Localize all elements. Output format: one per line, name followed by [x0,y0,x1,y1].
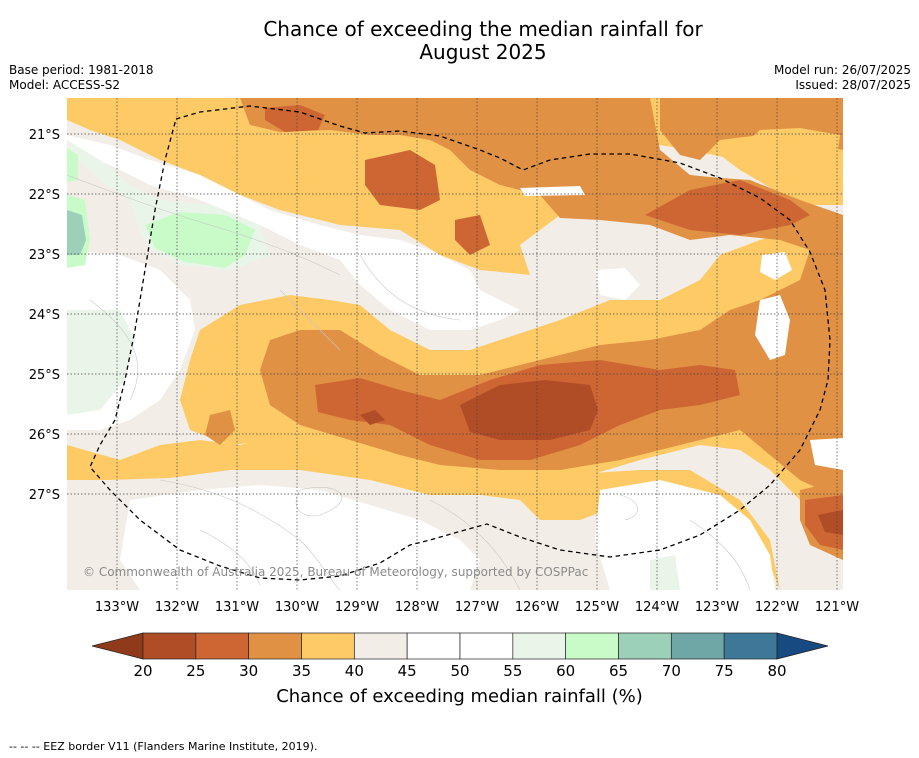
lon-labels: 133°W 132°W 131°W 130°W 129°W 128°W 127°… [95,600,859,615]
colorbar-tick: 65 [609,662,628,680]
colorbar-tick: 75 [715,662,734,680]
colorbar-tick: 55 [503,662,522,680]
meta-right: Model run: 26/07/2025 Issued: 28/07/2025 [774,63,911,93]
field-50-55-south [120,485,480,590]
rainfall-probability-field [67,98,843,590]
field-40-45-ne-patch [740,128,840,175]
model-name: Model: ACCESS-S2 [9,78,121,92]
lon-label: 125°W [575,600,619,615]
colorbar-cell [301,632,355,660]
lon-label: 122°W [755,600,799,615]
contour-lines [67,174,751,590]
colorbar-cell [618,632,672,660]
field-30-35-d [645,180,810,235]
eez-footnote: -- -- -- EEZ border V11 (Flanders Marine… [9,740,318,753]
field-35-40-w [205,410,235,445]
colorbar-cell [142,632,197,660]
lon-label: 130°W [275,600,319,615]
colorbar-tick: 35 [292,662,311,680]
lon-label: 131°W [215,600,259,615]
colorbar-cell [195,632,250,660]
field-25-30-a [460,380,598,440]
field-50-55-e [520,186,585,196]
attribution: © Commonwealth of Australia 2025, Bureau… [83,565,589,579]
lon-label: 126°W [515,600,559,615]
colorbar-cell [565,632,619,660]
lon-label: 129°W [335,600,379,615]
colorbar-cell [512,632,567,660]
field-40-45-outer [67,98,843,590]
lat-label: 26°S [29,428,60,443]
title-line-2: August 2025 [419,40,547,64]
field-50-55-d [810,438,843,470]
model-run: Model run: 26/07/2025 [773,63,911,77]
title-line-1: Chance of exceeding the median rainfall … [263,17,703,41]
field-50-55-north [67,135,520,330]
colorbar-tick: 60 [556,662,575,680]
colorbar-tick: 30 [239,662,258,680]
field-55-60-c [650,555,680,590]
chart-title: Chance of exceeding the median rainfall … [0,18,919,64]
colorbar-tick: 70 [662,662,681,680]
colorbar-tick: 20 [133,662,152,680]
lon-label: 128°W [395,600,439,615]
lon-label: 132°W [155,600,199,615]
field-50-55-se [595,480,775,590]
colorbar-tick: 25 [186,662,205,680]
issued-date: Issued: 28/07/2025 [795,78,911,92]
colorbar-high-arrow [776,632,829,660]
lon-label: 123°W [695,600,739,615]
lon-label: 124°W [635,600,679,615]
lon-label: 127°W [455,600,499,615]
lat-label: 24°S [29,308,60,323]
colorbar-cell [459,632,514,660]
colorbar-cell [248,632,302,660]
colorbar-low-arrow [91,632,144,660]
lat-label: 21°S [29,128,60,143]
lon-label: 121°W [815,600,859,615]
colorbar: 20 25 30 35 40 45 50 55 60 65 70 75 80 [91,632,829,680]
field-60-65-c [67,148,78,182]
colorbar-label: Chance of exceeding median rainfall (%) [276,686,643,707]
field-50-55-c [760,252,792,280]
lat-label: 27°S [29,488,60,503]
lon-label: 133°W [95,600,139,615]
colorbar-tick: 80 [767,662,786,680]
colorbar-cell [723,632,778,660]
colorbar-cell [670,632,725,660]
field-65-70 [67,210,86,255]
field-30-35-c [265,105,325,132]
field-55-60-b [67,310,135,415]
base-period: Base period: 1981-2018 [9,63,154,77]
lat-label: 22°S [29,188,60,203]
field-50-55-a [595,268,640,300]
field-50-55-b [755,295,790,360]
eez-border [89,105,831,581]
field-30-35-b [455,215,490,255]
colorbar-tick: 40 [345,662,364,680]
colorbar-cell [353,632,408,660]
field-25-30-b [360,410,385,425]
colorbar-tick: 50 [450,662,469,680]
field-30-35-a [365,150,440,210]
meta-left: Base period: 1981-2018 Model: ACCESS-S2 [9,63,154,93]
lat-label: 23°S [29,248,60,263]
lat-labels: 21°S 22°S 23°S 24°S 25°S 26°S 27°S [29,128,60,503]
graticule [67,98,843,590]
lat-label: 25°S [29,368,60,383]
colorbar-cell [406,632,461,660]
field-35-40-ne [660,98,843,160]
colorbar-tick: 45 [398,662,417,680]
